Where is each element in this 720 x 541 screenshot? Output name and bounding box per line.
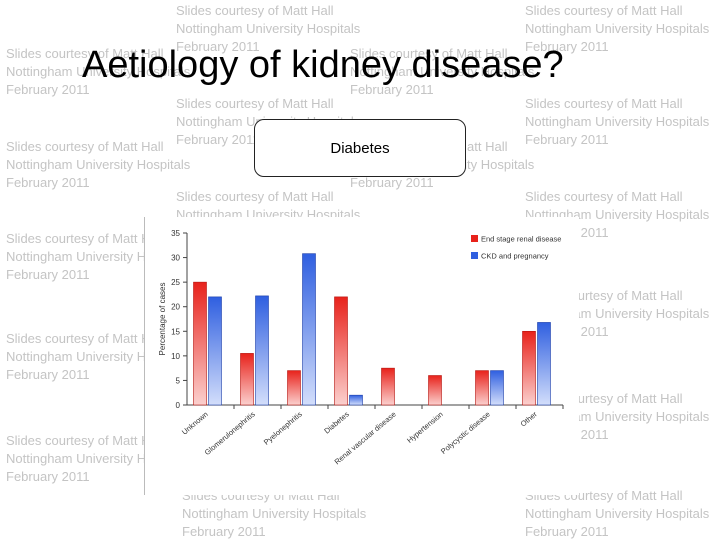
bar-esrd xyxy=(240,353,254,406)
x-tick-label: Hypertension xyxy=(405,410,445,445)
y-axis-label: Percentage of cases xyxy=(158,283,167,356)
y-tick-label: 10 xyxy=(171,352,180,361)
callout-label: Diabetes xyxy=(330,139,390,157)
y-tick-label: 30 xyxy=(171,254,180,263)
bar-esrd xyxy=(475,370,489,406)
bar-ckd-pregnancy xyxy=(349,394,363,406)
bar-chart: 0 5 10 15 20 25 30 35 Percentage of cases Unknown… xyxy=(158,229,564,466)
watermark-text: Slides courtesy of Matt Hall Nottingham … xyxy=(182,488,367,539)
bar-esrd xyxy=(193,281,207,406)
y-tick-label: 20 xyxy=(171,303,180,312)
y-tick-label: 0 xyxy=(176,401,181,410)
bar-ckd-pregnancy xyxy=(255,295,269,406)
watermark-text: Slides courtesy of Matt Hall Nottingham … xyxy=(525,189,710,240)
diabetes-callout-box: Diabetes xyxy=(254,119,466,177)
bar-esrd xyxy=(381,367,395,406)
x-tick-label: Glomerulonephritis xyxy=(203,409,257,457)
x-tick-label: Pyelonephritis xyxy=(262,409,304,446)
bar-ckd-pregnancy xyxy=(537,322,551,406)
y-tick-label: 15 xyxy=(171,327,180,336)
legend-swatch xyxy=(471,252,478,259)
x-tick-label: Diabetes xyxy=(322,409,351,435)
watermark-text: Slides courtesy of Matt Hall Nottingham … xyxy=(6,46,191,97)
watermark-text: Slides courtesy of Matt Hall Nottingham … xyxy=(6,139,191,190)
bar-esrd xyxy=(334,296,348,406)
watermark-text: Slides courtesy of Matt Hall Nottingham … xyxy=(350,46,535,97)
legend-label: End stage renal disease xyxy=(481,235,561,244)
watermark-text: Slides courtesy of Matt Hall Nottingham … xyxy=(525,488,710,539)
bar-ckd-pregnancy xyxy=(490,370,504,406)
slide-title: Aetiology of kidney disease? xyxy=(82,44,564,86)
y-tick-label: 5 xyxy=(176,376,181,385)
x-tick-label: Other xyxy=(519,409,540,428)
bar-ckd-pregnancy xyxy=(208,296,222,406)
bar-esrd xyxy=(287,370,301,406)
watermark-text: Slides courtesy of Matt Hall Nottingham … xyxy=(525,3,710,54)
y-tick-label: 25 xyxy=(171,278,180,287)
watermark-text: Slides courtesy of Matt Hall Nottingham … xyxy=(176,3,361,54)
watermark-text: Slides courtesy of Matt Hall Nottingham … xyxy=(525,96,710,147)
legend-swatch xyxy=(471,235,478,242)
bar-esrd xyxy=(428,375,442,406)
x-tick-label: Unknown xyxy=(180,410,210,437)
y-tick-label: 35 xyxy=(171,229,180,238)
legend-label: CKD and pregnancy xyxy=(481,252,549,261)
bar-esrd xyxy=(522,330,536,406)
bar-ckd-pregnancy xyxy=(302,253,316,406)
x-tick-label: Polycystic disease xyxy=(439,410,492,456)
chart-panel: 0 5 10 15 20 25 30 35 Percentage of cases Unknown… xyxy=(144,217,579,495)
